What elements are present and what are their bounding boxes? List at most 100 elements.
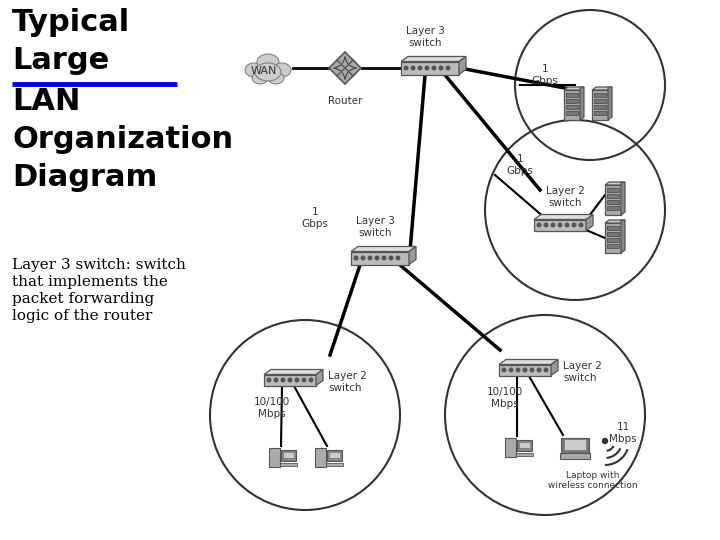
- Circle shape: [579, 223, 582, 227]
- Text: 1
Gbps: 1 Gbps: [302, 207, 328, 229]
- Polygon shape: [605, 182, 625, 185]
- Circle shape: [396, 256, 400, 260]
- FancyBboxPatch shape: [282, 450, 296, 461]
- FancyBboxPatch shape: [328, 450, 342, 461]
- FancyBboxPatch shape: [283, 451, 294, 458]
- Circle shape: [530, 368, 534, 372]
- Circle shape: [295, 378, 299, 382]
- Circle shape: [274, 378, 278, 382]
- FancyBboxPatch shape: [401, 62, 459, 75]
- Polygon shape: [401, 57, 466, 62]
- Text: logic of the router: logic of the router: [12, 309, 153, 323]
- Polygon shape: [329, 52, 361, 84]
- FancyBboxPatch shape: [351, 252, 409, 265]
- Ellipse shape: [252, 72, 268, 84]
- FancyBboxPatch shape: [566, 111, 578, 114]
- FancyBboxPatch shape: [594, 105, 606, 109]
- FancyBboxPatch shape: [280, 463, 297, 466]
- Polygon shape: [459, 57, 466, 75]
- FancyBboxPatch shape: [559, 453, 590, 459]
- Circle shape: [537, 368, 541, 372]
- Polygon shape: [264, 369, 323, 375]
- Circle shape: [446, 66, 450, 70]
- FancyBboxPatch shape: [517, 440, 531, 451]
- Text: that implements the: that implements the: [12, 275, 168, 289]
- Circle shape: [382, 256, 386, 260]
- Circle shape: [503, 368, 505, 372]
- Ellipse shape: [268, 72, 284, 84]
- Circle shape: [282, 378, 285, 382]
- FancyBboxPatch shape: [329, 451, 340, 458]
- FancyBboxPatch shape: [607, 194, 619, 198]
- Circle shape: [603, 438, 608, 443]
- Text: 1
Gbps: 1 Gbps: [507, 154, 534, 176]
- Text: LAN: LAN: [12, 87, 81, 116]
- Polygon shape: [621, 220, 625, 253]
- Text: Layer 2
switch: Layer 2 switch: [328, 371, 367, 393]
- Circle shape: [523, 368, 527, 372]
- FancyBboxPatch shape: [534, 219, 586, 231]
- Text: Typical: Typical: [12, 8, 130, 37]
- Circle shape: [390, 256, 393, 260]
- Circle shape: [267, 378, 271, 382]
- FancyBboxPatch shape: [269, 448, 280, 467]
- FancyBboxPatch shape: [505, 438, 516, 457]
- FancyBboxPatch shape: [564, 90, 580, 120]
- Circle shape: [558, 223, 562, 227]
- Polygon shape: [409, 246, 416, 265]
- FancyBboxPatch shape: [516, 453, 533, 456]
- Circle shape: [432, 66, 436, 70]
- Circle shape: [572, 223, 576, 227]
- Circle shape: [302, 378, 306, 382]
- FancyBboxPatch shape: [605, 185, 621, 215]
- Polygon shape: [608, 87, 612, 120]
- FancyBboxPatch shape: [607, 200, 619, 204]
- Circle shape: [516, 368, 520, 372]
- Circle shape: [368, 256, 372, 260]
- Circle shape: [375, 256, 379, 260]
- Text: Layer 2
switch: Layer 2 switch: [563, 361, 602, 383]
- Circle shape: [439, 66, 443, 70]
- Ellipse shape: [257, 54, 279, 70]
- Polygon shape: [351, 246, 416, 252]
- Polygon shape: [586, 214, 593, 231]
- Polygon shape: [316, 369, 323, 386]
- FancyBboxPatch shape: [264, 375, 316, 386]
- FancyBboxPatch shape: [594, 99, 606, 103]
- FancyBboxPatch shape: [315, 448, 326, 467]
- Circle shape: [537, 223, 541, 227]
- Ellipse shape: [273, 63, 291, 77]
- FancyBboxPatch shape: [607, 206, 619, 210]
- FancyBboxPatch shape: [607, 226, 619, 230]
- FancyBboxPatch shape: [566, 105, 578, 109]
- FancyBboxPatch shape: [326, 463, 343, 466]
- Circle shape: [544, 223, 548, 227]
- Circle shape: [361, 256, 365, 260]
- Text: Organization: Organization: [12, 125, 233, 154]
- FancyBboxPatch shape: [592, 90, 608, 120]
- Text: Layer 3
switch: Layer 3 switch: [405, 26, 444, 48]
- Polygon shape: [499, 360, 558, 365]
- Polygon shape: [534, 214, 593, 219]
- Circle shape: [565, 223, 569, 227]
- Text: Layer 3
switch: Layer 3 switch: [356, 217, 395, 238]
- Circle shape: [411, 66, 415, 70]
- Circle shape: [509, 368, 513, 372]
- Circle shape: [426, 66, 429, 70]
- FancyBboxPatch shape: [607, 232, 619, 235]
- Circle shape: [288, 378, 292, 382]
- FancyBboxPatch shape: [594, 111, 606, 114]
- Polygon shape: [580, 87, 584, 120]
- FancyBboxPatch shape: [607, 188, 619, 192]
- Text: 10/100
Mbps: 10/100 Mbps: [487, 387, 523, 409]
- Circle shape: [354, 256, 358, 260]
- FancyBboxPatch shape: [564, 440, 586, 450]
- FancyBboxPatch shape: [566, 99, 578, 103]
- Text: 1
Gbps: 1 Gbps: [531, 64, 559, 86]
- Polygon shape: [564, 87, 584, 90]
- Text: Laptop with
wireless connection: Laptop with wireless connection: [548, 471, 638, 490]
- FancyBboxPatch shape: [499, 364, 551, 375]
- FancyBboxPatch shape: [519, 442, 530, 448]
- Circle shape: [404, 66, 408, 70]
- Circle shape: [544, 368, 548, 372]
